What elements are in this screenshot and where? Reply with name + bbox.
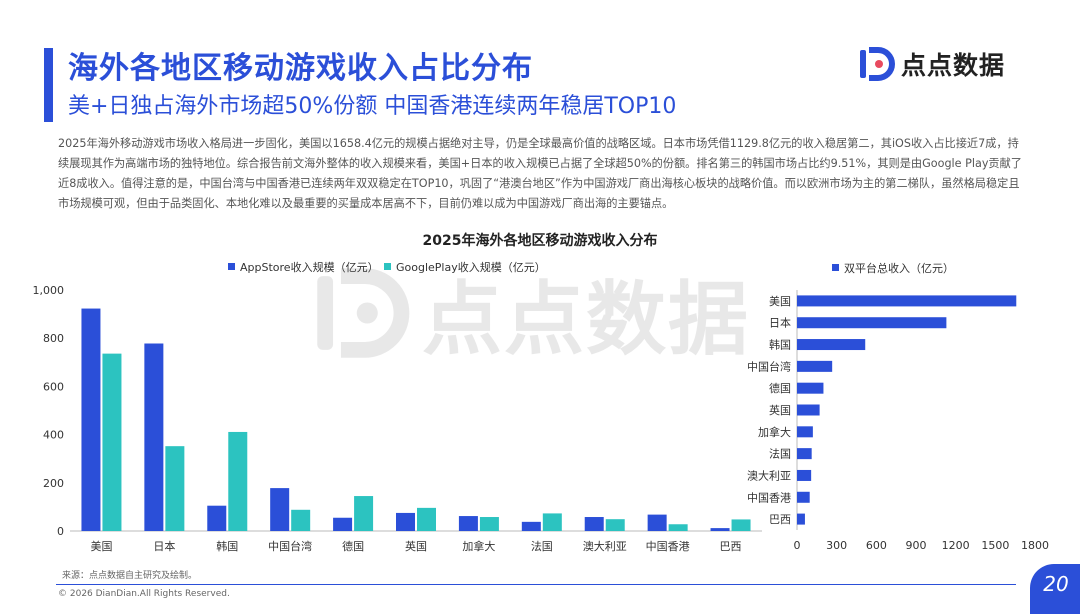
appstore-bar bbox=[396, 512, 415, 531]
x-tick-label: 澳大利亚 bbox=[583, 539, 627, 553]
total-revenue-bar bbox=[797, 382, 824, 394]
appstore-bar bbox=[144, 343, 164, 531]
googleplay-bar bbox=[102, 353, 122, 531]
h-category-label: 法国 bbox=[769, 447, 791, 461]
appstore-bar bbox=[710, 528, 730, 531]
y-tick-label: 400 bbox=[43, 429, 64, 442]
h-x-tick-label: 600 bbox=[866, 539, 887, 552]
x-tick-label: 中国台湾 bbox=[268, 539, 312, 553]
appstore-bar bbox=[647, 514, 667, 531]
total-revenue-bar bbox=[797, 339, 866, 351]
h-category-label: 日本 bbox=[769, 316, 791, 330]
h-category-label: 澳大利亚 bbox=[747, 468, 791, 482]
description-text: 2025年海外移动游戏市场收入格局进一步固化，美国以1658.4亿元的规模占据绝… bbox=[58, 137, 1022, 210]
y-tick-label: 800 bbox=[43, 332, 64, 345]
x-tick-label: 法国 bbox=[531, 539, 553, 553]
y-tick-label: 600 bbox=[43, 380, 64, 393]
googleplay-bar bbox=[731, 519, 751, 531]
h-x-tick-label: 0 bbox=[794, 539, 801, 552]
watermark-logo-icon bbox=[317, 268, 410, 358]
googleplay-bar bbox=[668, 524, 688, 531]
y-tick-label: 1,000 bbox=[33, 284, 65, 297]
googleplay-bar bbox=[542, 513, 562, 531]
h-category-label: 美国 bbox=[769, 295, 791, 308]
h-category-label: 中国台湾 bbox=[747, 359, 791, 373]
h-x-tick-label: 1500 bbox=[981, 539, 1009, 552]
appstore-bar bbox=[584, 517, 604, 531]
h-category-label: 韩国 bbox=[769, 338, 791, 352]
watermark: 点点数据 bbox=[312, 255, 750, 371]
footer-divider bbox=[56, 584, 1016, 585]
x-tick-label: 日本 bbox=[153, 539, 175, 553]
h-x-tick-label: 1800 bbox=[1021, 539, 1049, 552]
source-note: 来源：点点数据自主研究及绘制。 bbox=[62, 571, 198, 581]
total-revenue-bar bbox=[797, 448, 812, 460]
legend-swatch-total bbox=[832, 264, 839, 271]
googleplay-bar bbox=[291, 509, 311, 531]
brand-logo: 点点数据 bbox=[858, 46, 1005, 82]
h-x-tick-label: 1200 bbox=[942, 539, 970, 552]
copyright: © 2026 DianDian.All Rights Reserved. bbox=[58, 589, 230, 599]
googleplay-bar bbox=[228, 431, 248, 531]
total-revenue-bar bbox=[797, 426, 813, 438]
legend-label-googleplay: GooglePlay收入规模（亿元） bbox=[396, 260, 546, 274]
h-category-label: 德国 bbox=[769, 381, 791, 395]
total-revenue-bar bbox=[797, 491, 810, 503]
legend-swatch-appstore bbox=[228, 263, 235, 270]
appstore-bar bbox=[333, 517, 353, 531]
googleplay-bar bbox=[417, 507, 436, 531]
x-tick-label: 英国 bbox=[405, 539, 427, 553]
page-number-badge bbox=[1030, 564, 1080, 614]
total-revenue-bar bbox=[797, 404, 820, 416]
appstore-bar bbox=[458, 516, 478, 531]
title-accent-bar bbox=[44, 48, 53, 122]
x-tick-label: 中国香港 bbox=[646, 540, 690, 553]
y-tick-label: 0 bbox=[57, 525, 64, 538]
x-tick-label: 韩国 bbox=[216, 539, 238, 553]
total-revenue-bar bbox=[797, 360, 833, 372]
h-category-label: 加拿大 bbox=[758, 425, 791, 439]
h-category-label: 巴西 bbox=[769, 513, 791, 526]
googleplay-bar bbox=[605, 519, 625, 531]
page-number: 20 bbox=[1043, 572, 1069, 596]
x-tick-label: 美国 bbox=[90, 540, 112, 553]
legend-swatch-googleplay bbox=[384, 263, 391, 270]
chart-title: 2025年海外各地区移动游戏收入分布 bbox=[422, 233, 658, 249]
page-title: 海外各地区移动游戏收入占比分布 bbox=[68, 51, 533, 86]
watermark-text: 点点数据 bbox=[422, 273, 750, 366]
appstore-bar bbox=[521, 521, 541, 531]
x-tick-label: 巴西 bbox=[720, 540, 742, 553]
h-category-label: 英国 bbox=[769, 403, 791, 417]
page-subtitle: 美+日独占海外市场超50%份额 中国香港连续两年稳居TOP10 bbox=[68, 94, 677, 119]
logo-text: 点点数据 bbox=[901, 51, 1006, 80]
total-revenue-bar bbox=[797, 295, 1017, 307]
x-tick-label: 加拿大 bbox=[462, 539, 495, 553]
diandian-logo-icon bbox=[860, 47, 895, 81]
y-tick-label: 200 bbox=[43, 477, 64, 490]
appstore-bar bbox=[81, 308, 101, 531]
googleplay-bar bbox=[165, 446, 185, 531]
total-revenue-bar bbox=[797, 469, 812, 481]
googleplay-bar bbox=[354, 496, 374, 531]
h-category-label: 中国香港 bbox=[747, 491, 791, 504]
legend-label-total: 双平台总收入（亿元） bbox=[844, 261, 954, 275]
legend-label-appstore: AppStore收入规模（亿元） bbox=[240, 260, 379, 274]
x-tick-label: 德国 bbox=[342, 539, 364, 553]
total-revenue-bar bbox=[797, 317, 947, 329]
h-x-tick-label: 300 bbox=[826, 539, 847, 552]
total-revenue-bar bbox=[797, 513, 805, 525]
appstore-bar bbox=[207, 505, 227, 531]
appstore-bar bbox=[270, 488, 290, 531]
googleplay-bar bbox=[479, 517, 499, 531]
h-x-tick-label: 900 bbox=[906, 539, 927, 552]
